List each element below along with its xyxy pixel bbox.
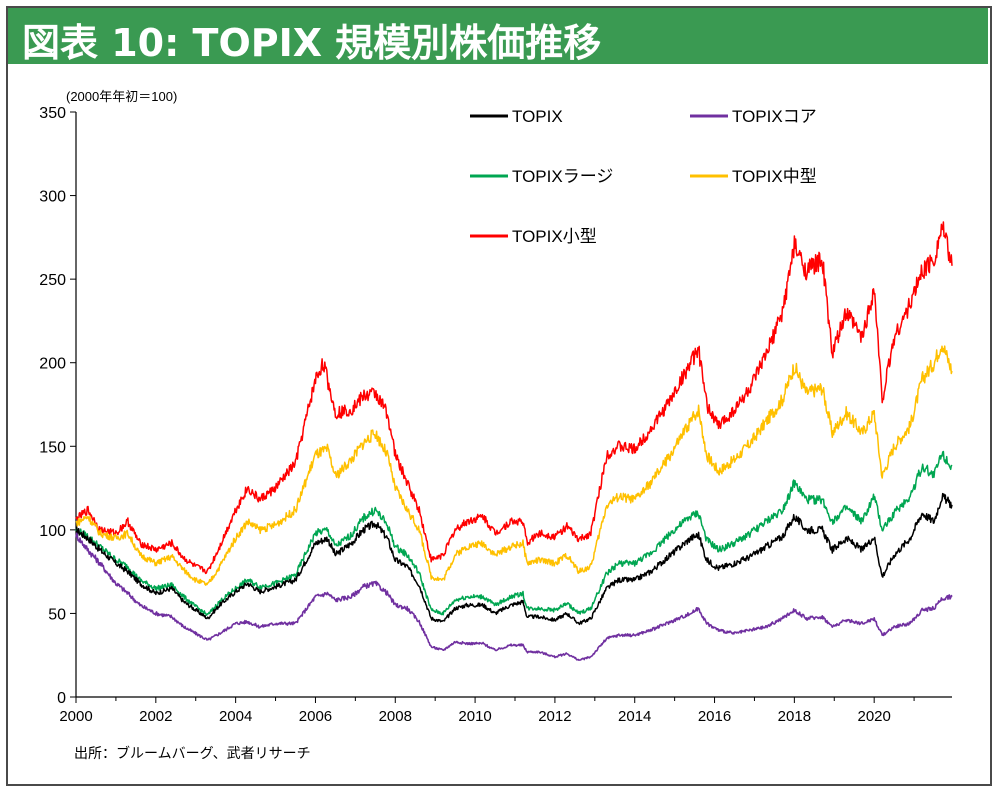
legend-label: TOPIXラージ — [512, 167, 613, 186]
x-tick-label: 2014 — [618, 708, 651, 725]
x-tick-label: 2002 — [139, 708, 172, 725]
title-bar: 図表 10: TOPIX 規模別株価推移 — [8, 8, 988, 65]
axes: 0 50 100 150 200 250 300 350 2000 2002 2004 2006 200… — [39, 89, 952, 725]
series-line — [75, 450, 953, 616]
y-tick-label: 100 — [39, 523, 66, 540]
y-tick-label: 300 — [39, 189, 66, 206]
y-tick-label: 200 — [39, 356, 66, 373]
x-tick-label: 2010 — [458, 708, 491, 725]
figure-frame — [6, 6, 992, 786]
x-tick-label: 2018 — [778, 708, 811, 725]
source-note: 出所：ブルームバーグ、武者リサーチ — [74, 746, 311, 762]
legend-label: TOPIXコア — [732, 107, 817, 126]
y-tick-label: 50 — [48, 606, 66, 623]
legend: TOPIX TOPIXコア TOPIXラージ TOPIX中型 TOPIX小型 — [470, 107, 817, 246]
y-tick-label: 150 — [39, 439, 66, 456]
x-tick-label: 2000 — [59, 708, 92, 725]
y-tick-label: 350 — [39, 105, 66, 122]
legend-label: TOPIX中型 — [732, 167, 817, 186]
series-layer — [75, 221, 953, 661]
legend-label: TOPIX — [512, 107, 563, 126]
y-tick-label: 0 — [57, 690, 66, 707]
x-tick-label: 2016 — [698, 708, 731, 725]
x-tick-label: 2008 — [379, 708, 412, 725]
x-tick-label: 2020 — [857, 708, 890, 725]
series-line — [75, 221, 953, 575]
series-line — [75, 345, 953, 586]
x-tick-label: 2012 — [538, 708, 571, 725]
x-tick-label: 2006 — [299, 708, 332, 725]
legend-label: TOPIX小型 — [512, 227, 597, 246]
series-line — [75, 492, 953, 626]
y-tick-label: 250 — [39, 272, 66, 289]
y-unit-label: (2000年年初＝100) — [66, 89, 177, 104]
x-tick-label: 2004 — [219, 708, 252, 725]
figure-title: 図表 10: TOPIX 規模別株価推移 — [22, 21, 602, 65]
series-line — [75, 532, 953, 661]
